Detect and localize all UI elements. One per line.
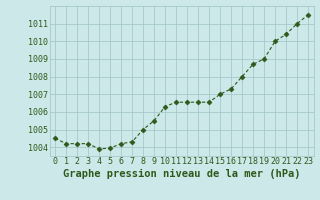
X-axis label: Graphe pression niveau de la mer (hPa): Graphe pression niveau de la mer (hPa) <box>63 169 300 179</box>
